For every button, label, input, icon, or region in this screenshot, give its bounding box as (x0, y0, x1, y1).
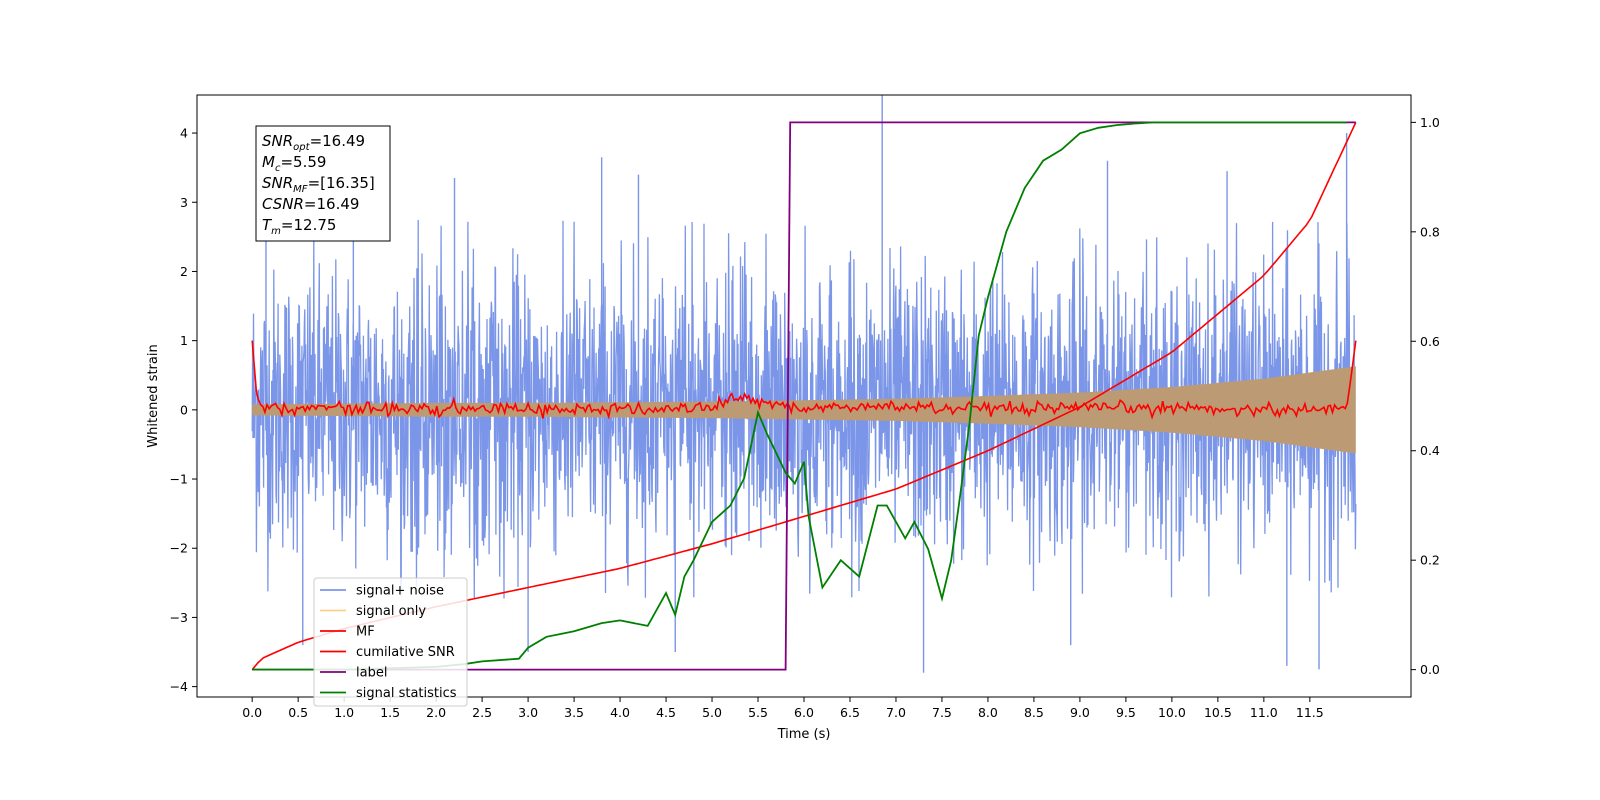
info-csnr: CSNR=16.49 (262, 195, 359, 213)
info-tm: Tm=12.75 (262, 216, 336, 237)
x-tick-label: 9.0 (1070, 705, 1090, 720)
x-tick-label: 6.0 (794, 705, 814, 720)
y-tick-label: −4 (170, 679, 188, 694)
info-snr-mf: SNRMF=[16.35] (262, 174, 375, 195)
x-tick-label: 10.0 (1158, 705, 1186, 720)
series-signal-only (252, 366, 1356, 454)
y-tick-label: −3 (170, 610, 188, 625)
legend-entry: label (356, 666, 387, 681)
y-axis-ticks: −4 −3 −2 −1 0 1 2 3 4 (170, 126, 197, 694)
y2-tick-label: 0.2 (1420, 553, 1440, 568)
legend: signal+ noise signal only MF cumilative SNR… (313, 577, 468, 707)
y-axis-label: Whitened strain (146, 344, 161, 447)
x-tick-label: 0.0 (242, 705, 262, 720)
y2-tick-label: 0.6 (1420, 334, 1440, 349)
y-tick-label: 0 (180, 402, 188, 417)
y-tick-label: −2 (170, 541, 188, 556)
series-label (252, 121, 1356, 671)
legend-entry: signal statistics (356, 686, 457, 701)
x-tick-label: 1.5 (380, 705, 400, 720)
plot-area (251, 95, 1357, 673)
x-tick-label: 3.5 (564, 705, 584, 720)
x-tick-label: 7.0 (886, 705, 906, 720)
y-tick-label: 2 (180, 264, 188, 279)
x-tick-label: 2.5 (472, 705, 492, 720)
y-tick-label: 1 (180, 333, 188, 348)
x-tick-label: 11.0 (1250, 705, 1278, 720)
legend-entry: signal only (356, 604, 426, 619)
series-mf (251, 340, 1357, 420)
y-tick-label: 3 (180, 195, 188, 210)
x-axis-label: Time (s) (777, 727, 831, 742)
x-axis-ticks: 0.0 0.5 1.0 1.5 2.0 2.5 3.0 3.5 4.0 4.5 5.0 5.5 6.0 6… (242, 697, 1324, 720)
x-tick-label: 10.5 (1204, 705, 1232, 720)
info-mc: Mc=5.59 (262, 153, 326, 174)
x-tick-label: 6.5 (840, 705, 860, 720)
y2-tick-label: 1.0 (1420, 115, 1440, 130)
x-tick-label: 9.5 (1116, 705, 1136, 720)
x-tick-label: 0.5 (288, 705, 308, 720)
y2-tick-label: 0.4 (1420, 443, 1440, 458)
x-tick-label: 5.5 (748, 705, 768, 720)
info-box: SNRopt=16.49 Mc=5.59 SNRMF=[16.35] CSNR=… (255, 125, 391, 242)
legend-entry: MF (356, 625, 375, 640)
x-tick-label: 8.0 (978, 705, 998, 720)
series-signal-statistics (252, 121, 1347, 671)
x-tick-label: 1.0 (334, 705, 354, 720)
x-tick-label: 5.0 (702, 705, 722, 720)
y2-tick-label: 0.8 (1420, 224, 1440, 239)
legend-frame (313, 577, 468, 707)
x-tick-label: 4.5 (656, 705, 676, 720)
series-signal-noise (251, 219, 1357, 600)
y2-axis-ticks: 0.0 0.2 0.4 0.6 0.8 1.0 (1411, 115, 1440, 677)
legend-entry: cumilative SNR (356, 645, 455, 660)
x-tick-label: 2.0 (426, 705, 446, 720)
x-tick-label: 7.5 (932, 705, 952, 720)
x-tick-label: 8.5 (1024, 705, 1044, 720)
info-snr-opt: SNRopt=16.49 (262, 132, 365, 153)
y-tick-label: 4 (180, 126, 188, 141)
x-tick-label: 3.0 (518, 705, 538, 720)
x-tick-label: 4.0 (610, 705, 630, 720)
y2-tick-label: 0.0 (1420, 662, 1440, 677)
y-tick-label: −1 (170, 472, 188, 487)
legend-entry: signal+ noise (356, 584, 444, 599)
x-tick-label: 11.5 (1296, 705, 1324, 720)
